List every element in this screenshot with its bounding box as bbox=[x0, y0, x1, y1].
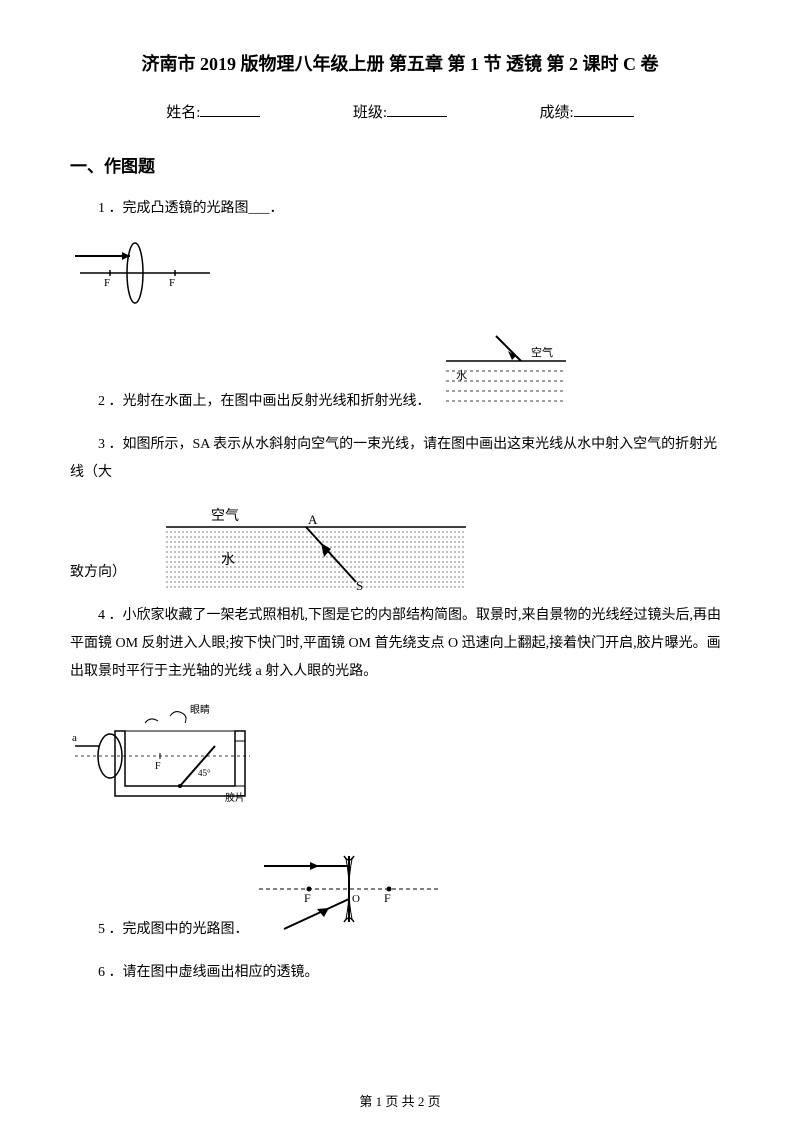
section-header: 一、作图题 bbox=[70, 152, 730, 177]
name-underline bbox=[200, 101, 260, 117]
class-field: 班级: bbox=[353, 101, 447, 122]
question-5: 5 ．完成图中的光路图． bbox=[70, 916, 249, 944]
eye-label: 眼睛 bbox=[190, 704, 210, 716]
angle-label: 45° bbox=[198, 768, 211, 778]
question-3-part1: 3 ．如图所示，SA 表示从水斜射向空气的一束光线，请在图中画出这束光线从水中射… bbox=[70, 431, 730, 487]
f-label-4: F bbox=[155, 761, 161, 772]
f-label-left: F bbox=[104, 277, 110, 289]
f-left: F bbox=[304, 891, 311, 905]
name-field: 姓名: bbox=[166, 101, 260, 122]
class-underline bbox=[387, 101, 447, 117]
o-label: O bbox=[352, 893, 360, 905]
film-label: 胶片 bbox=[225, 791, 245, 804]
score-field: 成绩: bbox=[540, 101, 634, 122]
question-4: 4 ．小欣家收藏了一架老式照相机,下图是它的内部结构简图。取景时,来自景物的光线… bbox=[70, 602, 730, 686]
f-right: F bbox=[384, 891, 391, 905]
score-label: 成绩: bbox=[540, 101, 574, 122]
a-ray-label: a bbox=[72, 732, 77, 744]
air-label-3: 空气 bbox=[211, 508, 239, 524]
s-label: S bbox=[356, 578, 363, 593]
page-title: 济南市 2019 版物理八年级上册 第五章 第 1 节 透镜 第 2 课时 C … bbox=[70, 50, 730, 76]
a-label: A bbox=[308, 512, 318, 527]
figure-5: F F O bbox=[254, 844, 444, 944]
figure-2: 空气 水 bbox=[436, 331, 576, 416]
name-label: 姓名: bbox=[166, 101, 200, 122]
figure-4: a F 45° 胶片 眼睛 bbox=[70, 701, 730, 826]
page-footer: 第 1 页 共 2 页 bbox=[0, 1091, 800, 1110]
f-label-right: F bbox=[169, 277, 175, 289]
figure-1: F F bbox=[70, 238, 730, 313]
score-underline bbox=[574, 101, 634, 117]
question-3-part2: 致方向） bbox=[70, 559, 126, 587]
question-6: 6 ．请在图中虚线画出相应的透镜。 bbox=[70, 959, 730, 987]
water-label-3: 水 bbox=[221, 552, 235, 568]
info-row: 姓名: 班级: 成绩: bbox=[70, 101, 730, 122]
question-1: 1 ．完成凸透镜的光路图___． bbox=[70, 195, 730, 223]
question-2: 2 ．光射在水面上，在图中画出反射光线和折射光线． bbox=[70, 388, 431, 416]
figure-3: 空气 水 A S bbox=[156, 502, 476, 602]
air-label: 空气 bbox=[531, 345, 553, 359]
class-label: 班级: bbox=[353, 101, 387, 122]
